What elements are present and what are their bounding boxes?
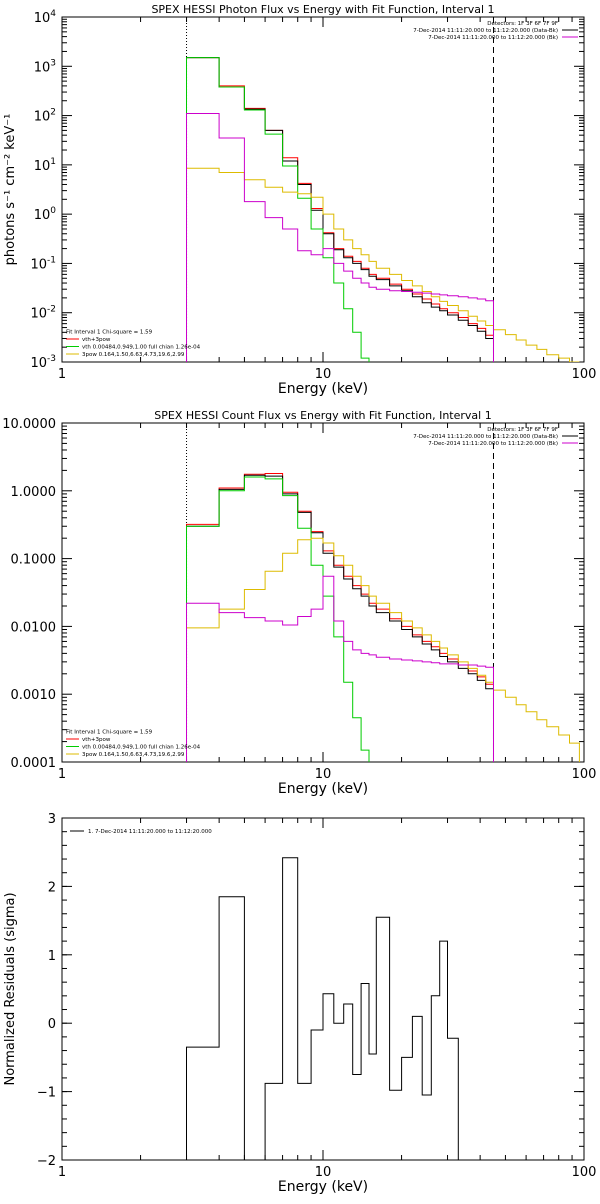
x-tick-label: 1 (58, 367, 66, 382)
y-tick-label: 1.0000 (11, 485, 57, 500)
chart-title: SPEX HESSI Photon Flux vs Energy with Fi… (151, 3, 494, 16)
y-tick-label: 104 (34, 9, 57, 26)
header-line: 7-Dec-2014 11:11:20.000 to 11:12:20.000 … (413, 28, 558, 34)
y-axis-label: photons s⁻¹ cm⁻² keV⁻¹ (3, 114, 18, 266)
header-line: 7-Dec-2014 11:11:20.000 to 11:12:20.000 … (428, 35, 558, 41)
y-tick-label: 10-1 (30, 255, 56, 272)
x-tick-label: 100 (572, 767, 597, 782)
series-3-line (186, 476, 370, 762)
y-tick-label: 10-3 (30, 354, 56, 371)
series-4-line (186, 537, 580, 762)
y-tick-label: −1 (37, 1086, 56, 1101)
x-tick-label: 10 (315, 767, 332, 782)
series-1-line (186, 857, 459, 1160)
x-tick-label: 1 (58, 1165, 66, 1180)
y-tick-label: 102 (34, 108, 56, 125)
y-tick-label: 0.1000 (11, 553, 57, 568)
header-line: 7-Dec-2014 11:11:20.000 to 11:12:20.000 … (413, 434, 558, 440)
x-tick-label: 100 (572, 367, 597, 382)
header-line: Detectors: 1F 3F 6F 7F 9F (487, 427, 558, 433)
y-tick-label: 2 (48, 880, 56, 895)
fit-text: vth 0.00484,0.949,1.00 full chian 1.26e-… (82, 345, 201, 351)
y-tick-label: 1 (48, 949, 56, 964)
chart-2: SPEX HESSI Count Flux vs Energy with Fit… (2, 409, 596, 797)
plot-frame (61, 817, 585, 1161)
header-line: 7-Dec-2014 11:11:20.000 to 11:12:20.000 … (428, 441, 558, 447)
x-axis-label: Energy (keV) (278, 781, 368, 797)
chart-1: SPEX HESSI Photon Flux vs Energy with Fi… (3, 3, 596, 397)
series-group (186, 57, 580, 362)
y-tick-label: 100 (34, 206, 57, 223)
x-axis-label: Energy (keV) (278, 1179, 368, 1195)
series-5-line (186, 575, 494, 762)
x-tick-label: 10 (315, 1165, 332, 1180)
fit-text: Fit Interval 1 Chi-square = 1.59 (66, 330, 153, 336)
y-tick-label: 103 (34, 58, 56, 75)
series-4-line (186, 167, 580, 362)
y-tick-label: 3 (48, 812, 56, 827)
series-2-line (186, 474, 494, 762)
series-group (186, 473, 580, 762)
x-tick-label: 1 (58, 767, 66, 782)
header-line: Detectors: 1F 3F 6F 7F 9F (487, 21, 558, 27)
x-tick-label: 10 (315, 367, 332, 382)
y-tick-label: 0.0100 (11, 620, 57, 635)
series-group (186, 857, 459, 1160)
series-1-line (186, 57, 494, 362)
chart-3: 1 10 100 Energy (keV) −2 −1 0 1 2 3 Normalized Res… (3, 812, 596, 1195)
y-tick-label: 10-2 (30, 305, 56, 322)
series-3-line (186, 57, 370, 362)
fit-text: vth+3pow (82, 737, 111, 743)
plot-frame (61, 16, 585, 363)
y-axis-label: Normalized Residuals (sigma) (3, 892, 18, 1085)
series-1-line (186, 473, 494, 762)
fit-text: vth 0.00484,0.949,1.00 full chian 1.26e-… (82, 745, 201, 751)
legend-text: 1. 7-Dec-2014 11:11:20.000 to 11:12:20.0… (88, 829, 212, 835)
fit-text: vth+3pow (82, 337, 111, 343)
y-tick-label: 0 (48, 1017, 56, 1032)
y-tick-label: −2 (37, 1154, 56, 1169)
y-tick-label: 10.0000 (2, 417, 56, 432)
y-tick-label: 0.0010 (11, 688, 57, 703)
y-tick-label: 101 (34, 157, 56, 174)
chart-title: SPEX HESSI Count Flux vs Energy with Fit… (154, 409, 491, 422)
x-tick-label: 100 (572, 1165, 597, 1180)
series-2-line (186, 57, 494, 362)
y-tick-label: 0.0001 (11, 756, 57, 771)
series-5-line (186, 113, 494, 362)
fit-text: 3pow 0.164,1.50,6.63,4.73,19.6,2.99 (82, 352, 185, 358)
x-axis-label: Energy (keV) (278, 381, 368, 397)
fit-text: 3pow 0.164,1.50,6.63,4.73,19.6,2.99 (82, 752, 185, 758)
fit-text: Fit Interval 1 Chi-square = 1.59 (66, 730, 153, 736)
